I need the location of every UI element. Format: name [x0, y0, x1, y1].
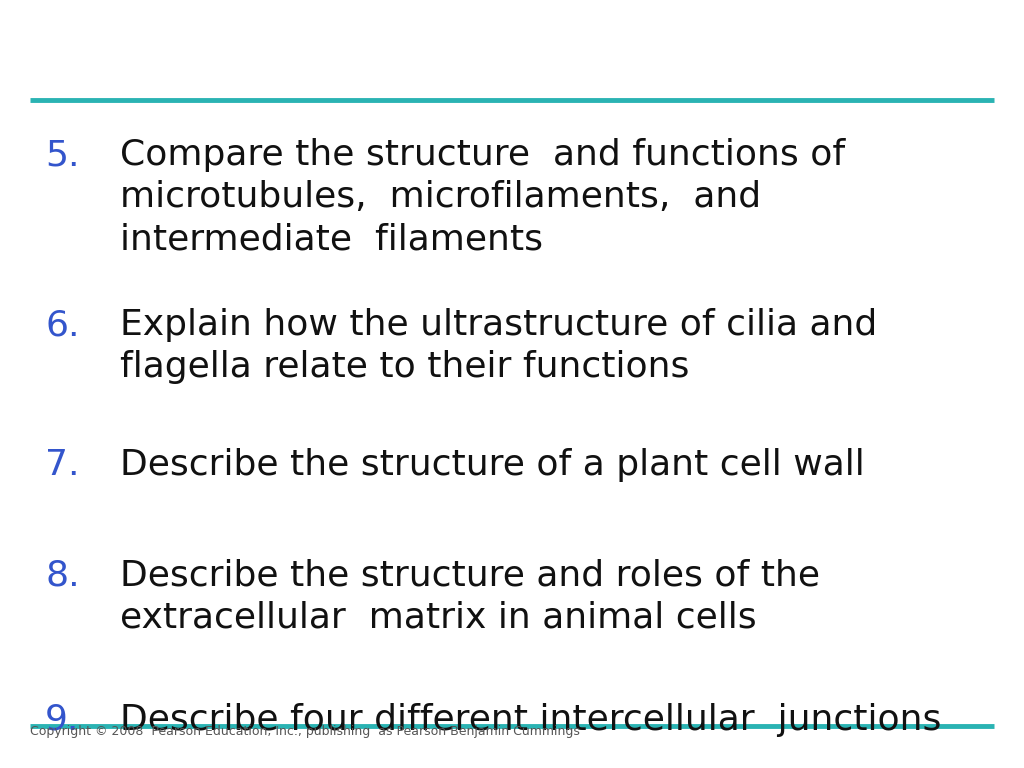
Text: Describe four different intercellular  junctions: Describe four different intercellular ju… — [120, 703, 941, 737]
Text: intermediate  filaments: intermediate filaments — [120, 222, 543, 256]
Text: microtubules,  microfilaments,  and: microtubules, microfilaments, and — [120, 180, 761, 214]
Text: Describe the structure of a plant cell wall: Describe the structure of a plant cell w… — [120, 448, 864, 482]
Text: 5.: 5. — [45, 138, 80, 172]
Text: 7.: 7. — [45, 448, 80, 482]
Text: 9.: 9. — [45, 703, 80, 737]
Text: Copyright © 2008  Pearson Education, Inc., publishing  as Pearson Benjamin Cummi: Copyright © 2008 Pearson Education, Inc.… — [30, 725, 580, 738]
Text: 8.: 8. — [45, 558, 80, 592]
Text: extracellular  matrix in animal cells: extracellular matrix in animal cells — [120, 600, 757, 634]
Text: 6.: 6. — [45, 308, 80, 342]
Text: Compare the structure  and functions of: Compare the structure and functions of — [120, 138, 845, 172]
Text: Explain how the ultrastructure of cilia and: Explain how the ultrastructure of cilia … — [120, 308, 878, 342]
Text: flagella relate to their functions: flagella relate to their functions — [120, 350, 689, 384]
Text: Describe the structure and roles of the: Describe the structure and roles of the — [120, 558, 820, 592]
